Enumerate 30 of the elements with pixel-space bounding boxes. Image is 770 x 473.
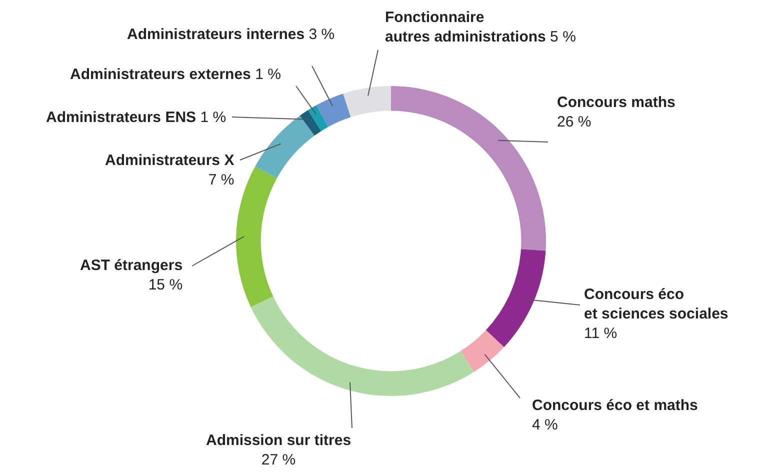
slice-label: Administrateurs externes — [70, 66, 251, 83]
data-label: 5 % — [550, 28, 576, 46]
donut-slice — [308, 105, 328, 132]
slice-label: Administrateurs X — [105, 152, 234, 169]
data-label: 4 % — [532, 416, 558, 434]
donut-slice — [250, 296, 474, 396]
donut-slice — [460, 330, 504, 372]
slice-label: Concours éco et maths — [532, 397, 698, 414]
data-label: 26 % — [557, 114, 592, 130]
data-label: 11 % — [584, 325, 618, 342]
donut-slice — [316, 94, 351, 127]
data-label: 3 % — [308, 26, 335, 43]
data-label: 27 % — [261, 452, 296, 468]
slice-label: Concours éco et sciences sociales — [584, 286, 728, 322]
donut-slice — [236, 166, 277, 307]
donut-slice — [391, 86, 546, 251]
data-label: 1 % — [255, 66, 281, 83]
data-label: 7 % — [208, 172, 234, 188]
donut-slice — [486, 249, 546, 348]
donut-slice — [343, 86, 391, 118]
slice-label: AST étrangers — [80, 257, 183, 274]
data-label: 15 % — [148, 276, 183, 294]
slice-label: Administrateurs internes — [127, 26, 305, 43]
slice-label: Admission sur titres — [206, 432, 352, 449]
donut-slice — [300, 110, 322, 136]
slice-label: Administrateurs ENS — [46, 109, 196, 126]
slice-label: Concours maths — [557, 94, 676, 111]
slice-label: Fonctionnaire autres administrations — [385, 9, 546, 46]
donut-slice — [255, 116, 314, 178]
data-label: 1 % — [200, 109, 226, 126]
